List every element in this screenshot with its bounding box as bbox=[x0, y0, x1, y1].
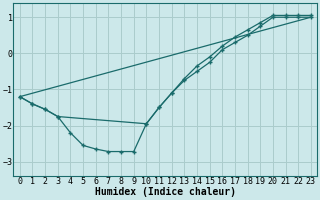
X-axis label: Humidex (Indice chaleur): Humidex (Indice chaleur) bbox=[95, 187, 236, 197]
